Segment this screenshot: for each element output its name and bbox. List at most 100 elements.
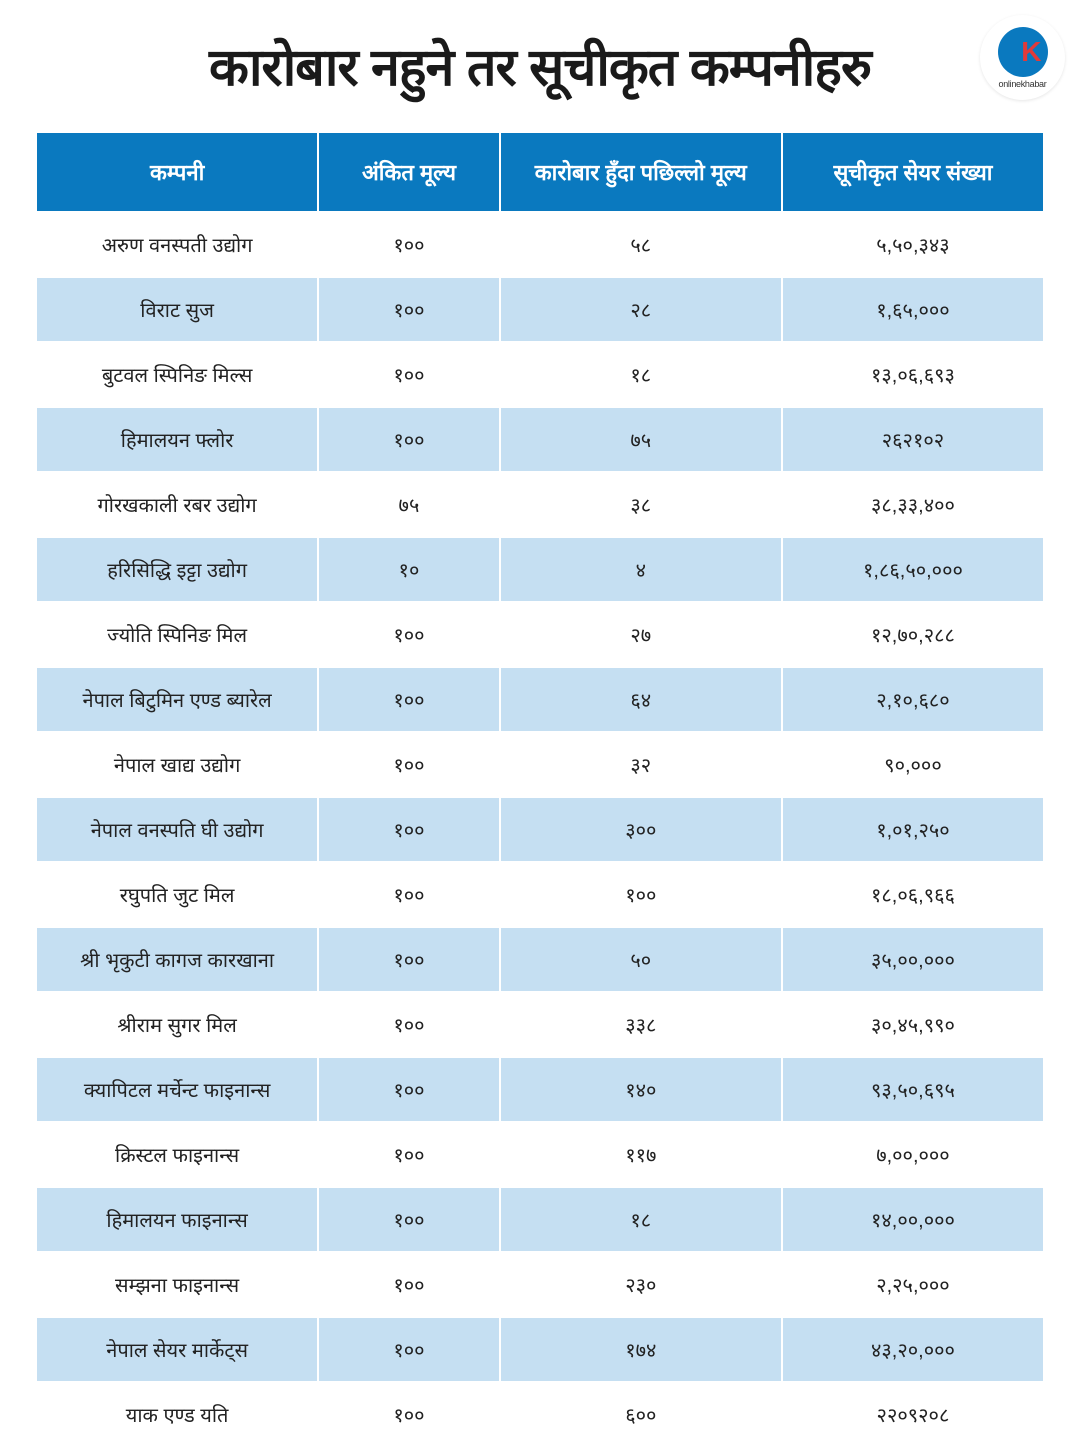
table-cell: ५,५०,३४३ [782, 212, 1044, 277]
table-cell: १४० [500, 1057, 782, 1122]
table-cell: १२,७०,२८८ [782, 602, 1044, 667]
table-cell: ३८ [500, 472, 782, 537]
table-cell: नेपाल सेयर मार्केट्स [36, 1317, 318, 1382]
brand-logo: K onlinekhabar [980, 15, 1065, 100]
logo-letter: K [1021, 36, 1041, 68]
table-cell: १०० [318, 1382, 499, 1447]
table-cell: ७५ [500, 407, 782, 472]
col-listed-shares: सूचीकृत सेयर संख्या [782, 132, 1044, 212]
table-cell: २६२१०२ [782, 407, 1044, 472]
table-cell: १०० [318, 1187, 499, 1252]
table-cell: ज्योति स्पिनिङ मिल [36, 602, 318, 667]
col-last-price: कारोबार हुँदा पछिल्लो मूल्य [500, 132, 782, 212]
table-cell: हिमालयन फ्लोर [36, 407, 318, 472]
table-cell: १०० [318, 992, 499, 1057]
table-cell: १०० [318, 797, 499, 862]
table-cell: ३८,३३,४०० [782, 472, 1044, 537]
main-container: कारोबार नहुने तर सूचीकृत कम्पनीहरु कम्पन… [0, 0, 1080, 1433]
table-cell: १०० [318, 927, 499, 992]
table-cell: १०० [318, 1317, 499, 1382]
table-cell: ९३,५०,६९५ [782, 1057, 1044, 1122]
logo-circle: K [998, 27, 1048, 77]
table-cell: ३३८ [500, 992, 782, 1057]
table-cell: १,८६,५०,००० [782, 537, 1044, 602]
table-cell: ४३,२०,००० [782, 1317, 1044, 1382]
companies-table: कम्पनी अंकित मूल्य कारोबार हुँदा पछिल्लो… [35, 131, 1045, 1448]
table-cell: १४,००,००० [782, 1187, 1044, 1252]
table-header-row: कम्पनी अंकित मूल्य कारोबार हुँदा पछिल्लो… [36, 132, 1044, 212]
table-cell: गोरखकाली रबर उद्योग [36, 472, 318, 537]
table-cell: विराट सुज [36, 277, 318, 342]
table-cell: सम्झना फाइनान्स [36, 1252, 318, 1317]
table-cell: ४ [500, 537, 782, 602]
table-cell: ७५ [318, 472, 499, 537]
col-company: कम्पनी [36, 132, 318, 212]
table-row: नेपाल सेयर मार्केट्स१००१७४४३,२०,००० [36, 1317, 1044, 1382]
table-cell: ९०,००० [782, 732, 1044, 797]
table-cell: १०० [318, 1122, 499, 1187]
table-cell: १८ [500, 1187, 782, 1252]
table-row: हरिसिद्धि इट्टा उद्योग१०४१,८६,५०,००० [36, 537, 1044, 602]
table-cell: २,२५,००० [782, 1252, 1044, 1317]
table-cell: क्यापिटल मर्चेन्ट फाइनान्स [36, 1057, 318, 1122]
table-cell: श्रीराम सुगर मिल [36, 992, 318, 1057]
table-row: याक एण्ड यति१००६००२२०९२०८ [36, 1382, 1044, 1447]
table-cell: १०० [318, 277, 499, 342]
table-row: हिमालयन फाइनान्स१००१८१४,००,००० [36, 1187, 1044, 1252]
table-cell: २,१०,६८० [782, 667, 1044, 732]
table-row: गोरखकाली रबर उद्योग७५३८३८,३३,४०० [36, 472, 1044, 537]
table-cell: १०० [318, 602, 499, 667]
table-cell: १०० [318, 342, 499, 407]
table-cell: २२०९२०८ [782, 1382, 1044, 1447]
table-row: नेपाल बिटुमिन एण्ड ब्यारेल१००६४२,१०,६८० [36, 667, 1044, 732]
table-cell: १०० [318, 667, 499, 732]
table-row: क्रिस्टल फाइनान्स१००११७७,००,००० [36, 1122, 1044, 1187]
table-cell: २७ [500, 602, 782, 667]
table-cell: १०० [318, 1057, 499, 1122]
table-row: श्रीराम सुगर मिल१००३३८३०,४५,९९० [36, 992, 1044, 1057]
table-cell: रघुपति जुट मिल [36, 862, 318, 927]
table-cell: क्रिस्टल फाइनान्स [36, 1122, 318, 1187]
table-row: विराट सुज१००२८१,६५,००० [36, 277, 1044, 342]
table-row: सम्झना फाइनान्स१००२३०२,२५,००० [36, 1252, 1044, 1317]
table-cell: ३०,४५,९९० [782, 992, 1044, 1057]
logo-text: onlinekhabar [999, 79, 1047, 89]
table-header: कम्पनी अंकित मूल्य कारोबार हुँदा पछिल्लो… [36, 132, 1044, 212]
table-cell: १७४ [500, 1317, 782, 1382]
table-cell: १३,०६,६९३ [782, 342, 1044, 407]
table-row: नेपाल वनस्पति घी उद्योग१००३००१,०१,२५० [36, 797, 1044, 862]
table-cell: ६४ [500, 667, 782, 732]
page-title: कारोबार नहुने तर सूचीकृत कम्पनीहरु [35, 30, 1045, 101]
table-cell: १०० [318, 407, 499, 472]
table-cell: १०० [318, 732, 499, 797]
table-cell: नेपाल खाद्य उद्योग [36, 732, 318, 797]
table-cell: १८,०६,९६६ [782, 862, 1044, 927]
table-body: अरुण वनस्पती उद्योग१००५८५,५०,३४३विराट सु… [36, 212, 1044, 1447]
table-cell: ६०० [500, 1382, 782, 1447]
table-cell: हिमालयन फाइनान्स [36, 1187, 318, 1252]
table-cell: ७,००,००० [782, 1122, 1044, 1187]
table-cell: याक एण्ड यति [36, 1382, 318, 1447]
table-cell: १,०१,२५० [782, 797, 1044, 862]
table-cell: २८ [500, 277, 782, 342]
table-cell: हरिसिद्धि इट्टा उद्योग [36, 537, 318, 602]
table-row: अरुण वनस्पती उद्योग१००५८५,५०,३४३ [36, 212, 1044, 277]
table-cell: १०० [318, 862, 499, 927]
logo-inner: K onlinekhabar [998, 27, 1048, 89]
table-cell: श्री भृकुटी कागज कारखाना [36, 927, 318, 992]
table-cell: अरुण वनस्पती उद्योग [36, 212, 318, 277]
table-cell: १,६५,००० [782, 277, 1044, 342]
table-row: हिमालयन फ्लोर१००७५२६२१०२ [36, 407, 1044, 472]
table-cell: नेपाल बिटुमिन एण्ड ब्यारेल [36, 667, 318, 732]
table-cell: ३०० [500, 797, 782, 862]
table-cell: बुटवल स्पिनिङ मिल्स [36, 342, 318, 407]
table-cell: ३५,००,००० [782, 927, 1044, 992]
table-cell: नेपाल वनस्पति घी उद्योग [36, 797, 318, 862]
table-cell: ५८ [500, 212, 782, 277]
table-cell: ३२ [500, 732, 782, 797]
table-row: नेपाल खाद्य उद्योग१००३२९०,००० [36, 732, 1044, 797]
table-cell: ५० [500, 927, 782, 992]
table-row: ज्योति स्पिनिङ मिल१००२७१२,७०,२८८ [36, 602, 1044, 667]
table-row: बुटवल स्पिनिङ मिल्स१००१८१३,०६,६९३ [36, 342, 1044, 407]
table-row: क्यापिटल मर्चेन्ट फाइनान्स१००१४०९३,५०,६९… [36, 1057, 1044, 1122]
